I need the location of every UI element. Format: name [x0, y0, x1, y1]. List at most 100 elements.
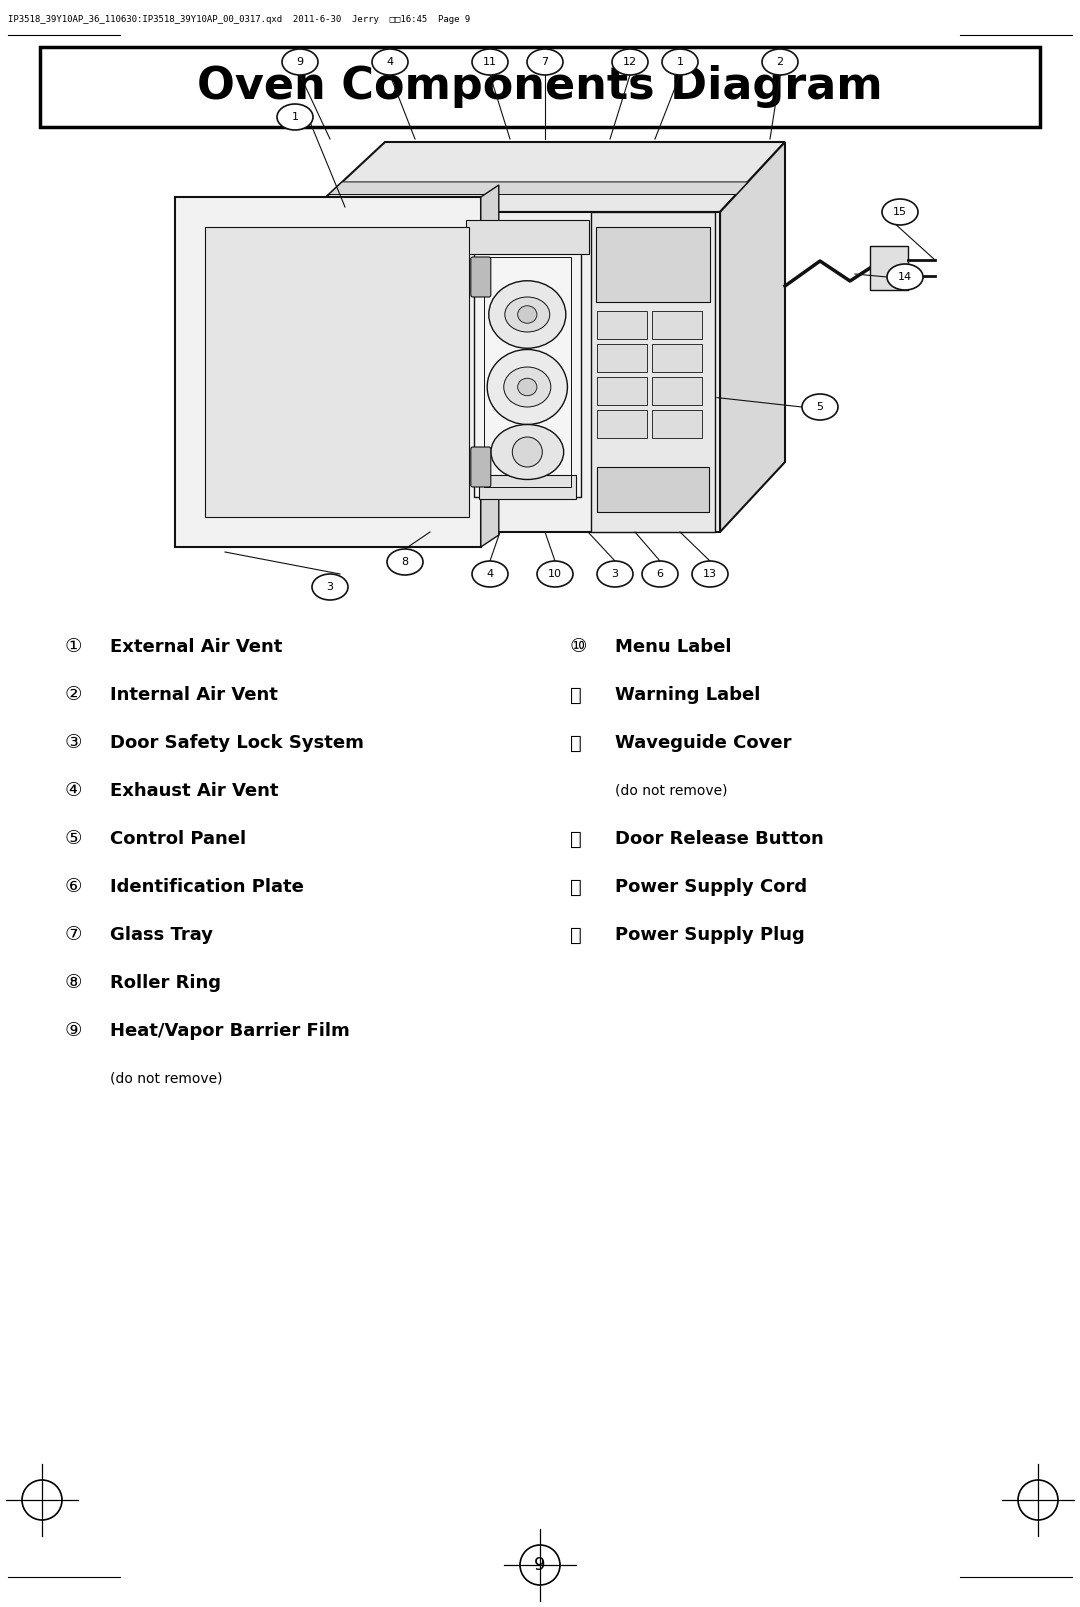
FancyBboxPatch shape [597, 468, 708, 513]
Text: Glass Tray: Glass Tray [110, 926, 213, 943]
Text: 4: 4 [486, 569, 494, 579]
Polygon shape [205, 227, 469, 517]
Text: 1: 1 [676, 56, 684, 67]
FancyBboxPatch shape [652, 378, 702, 405]
Polygon shape [310, 212, 720, 532]
FancyBboxPatch shape [596, 227, 710, 302]
Text: ⑩: ⑩ [570, 638, 588, 657]
Polygon shape [175, 198, 481, 546]
Text: Internal Air Vent: Internal Air Vent [110, 686, 278, 704]
Text: ⑥: ⑥ [65, 877, 82, 897]
Circle shape [22, 1480, 62, 1520]
Text: Roller Ring: Roller Ring [110, 974, 221, 992]
Ellipse shape [612, 48, 648, 76]
Text: ⑦: ⑦ [65, 926, 82, 945]
Text: Menu Label: Menu Label [615, 638, 731, 656]
Polygon shape [474, 247, 581, 497]
Polygon shape [465, 220, 589, 254]
Text: 12: 12 [623, 56, 637, 67]
Text: ⑨: ⑨ [65, 1022, 82, 1040]
Ellipse shape [882, 199, 918, 225]
Text: ⑪: ⑪ [570, 686, 582, 704]
Ellipse shape [527, 48, 563, 76]
Text: 6: 6 [657, 569, 663, 579]
Ellipse shape [472, 48, 508, 76]
Polygon shape [328, 182, 748, 194]
Text: Control Panel: Control Panel [110, 829, 246, 848]
Polygon shape [870, 246, 908, 289]
Text: 8: 8 [402, 558, 408, 567]
Text: Exhaust Air Vent: Exhaust Air Vent [110, 783, 279, 800]
Ellipse shape [517, 378, 537, 395]
Text: 5: 5 [816, 402, 824, 411]
Text: 15: 15 [893, 207, 907, 217]
Text: 9: 9 [535, 1556, 545, 1573]
Text: Oven Components Diagram: Oven Components Diagram [198, 66, 882, 109]
FancyBboxPatch shape [652, 410, 702, 439]
Text: ⑫: ⑫ [570, 733, 582, 752]
Ellipse shape [372, 48, 408, 76]
FancyBboxPatch shape [597, 378, 647, 405]
Ellipse shape [537, 561, 573, 587]
Text: External Air Vent: External Air Vent [110, 638, 282, 656]
Text: (do not remove): (do not remove) [110, 1072, 222, 1086]
Polygon shape [478, 476, 576, 500]
Polygon shape [481, 185, 499, 546]
FancyBboxPatch shape [652, 312, 702, 339]
Text: 4: 4 [387, 56, 393, 67]
Text: ⑮: ⑮ [570, 926, 582, 945]
Text: 11: 11 [483, 56, 497, 67]
Text: Door Release Button: Door Release Button [615, 829, 824, 848]
Text: ④: ④ [65, 781, 82, 800]
Text: 13: 13 [703, 569, 717, 579]
Text: Heat/Vapor Barrier Film: Heat/Vapor Barrier Film [110, 1022, 350, 1040]
FancyBboxPatch shape [40, 47, 1040, 127]
Text: 2: 2 [777, 56, 784, 67]
Text: ⑧: ⑧ [65, 974, 82, 993]
Polygon shape [591, 212, 715, 532]
Ellipse shape [489, 281, 566, 349]
Polygon shape [720, 141, 785, 532]
Circle shape [1018, 1480, 1058, 1520]
Polygon shape [310, 141, 785, 212]
FancyBboxPatch shape [597, 344, 647, 371]
Ellipse shape [692, 561, 728, 587]
Ellipse shape [312, 574, 348, 599]
Circle shape [512, 437, 542, 468]
Text: Waveguide Cover: Waveguide Cover [615, 734, 792, 752]
Ellipse shape [282, 48, 318, 76]
Text: ②: ② [65, 686, 82, 704]
Text: ③: ③ [65, 733, 82, 752]
Ellipse shape [517, 305, 537, 323]
Ellipse shape [802, 394, 838, 419]
Text: 14: 14 [897, 272, 913, 281]
Ellipse shape [887, 264, 923, 289]
FancyBboxPatch shape [471, 257, 490, 297]
Ellipse shape [504, 297, 550, 333]
Text: 9: 9 [296, 56, 303, 67]
Ellipse shape [762, 48, 798, 76]
FancyBboxPatch shape [471, 447, 490, 487]
Text: 1: 1 [292, 112, 298, 122]
Ellipse shape [597, 561, 633, 587]
Ellipse shape [276, 104, 313, 130]
Ellipse shape [487, 349, 567, 424]
Text: ⑬: ⑬ [570, 829, 582, 848]
Text: Warning Label: Warning Label [615, 686, 760, 704]
Ellipse shape [503, 366, 551, 407]
Circle shape [519, 1544, 561, 1585]
Text: (do not remove): (do not remove) [615, 784, 728, 799]
Text: IP3518_39Y10AP_36_110630:IP3518_39Y10AP_00_0317.qxd  2011-6-30  Jerry  □□16:45  : IP3518_39Y10AP_36_110630:IP3518_39Y10AP_… [8, 14, 470, 24]
Text: ①: ① [65, 638, 82, 657]
Text: 7: 7 [541, 56, 549, 67]
Text: Power Supply Cord: Power Supply Cord [615, 877, 807, 897]
Ellipse shape [387, 550, 423, 575]
Ellipse shape [642, 561, 678, 587]
Text: 10: 10 [548, 569, 562, 579]
Ellipse shape [662, 48, 698, 76]
Text: Door Safety Lock System: Door Safety Lock System [110, 734, 364, 752]
Text: ⑤: ⑤ [65, 829, 82, 848]
Ellipse shape [491, 424, 564, 479]
FancyBboxPatch shape [652, 344, 702, 371]
Text: 3: 3 [326, 582, 334, 591]
